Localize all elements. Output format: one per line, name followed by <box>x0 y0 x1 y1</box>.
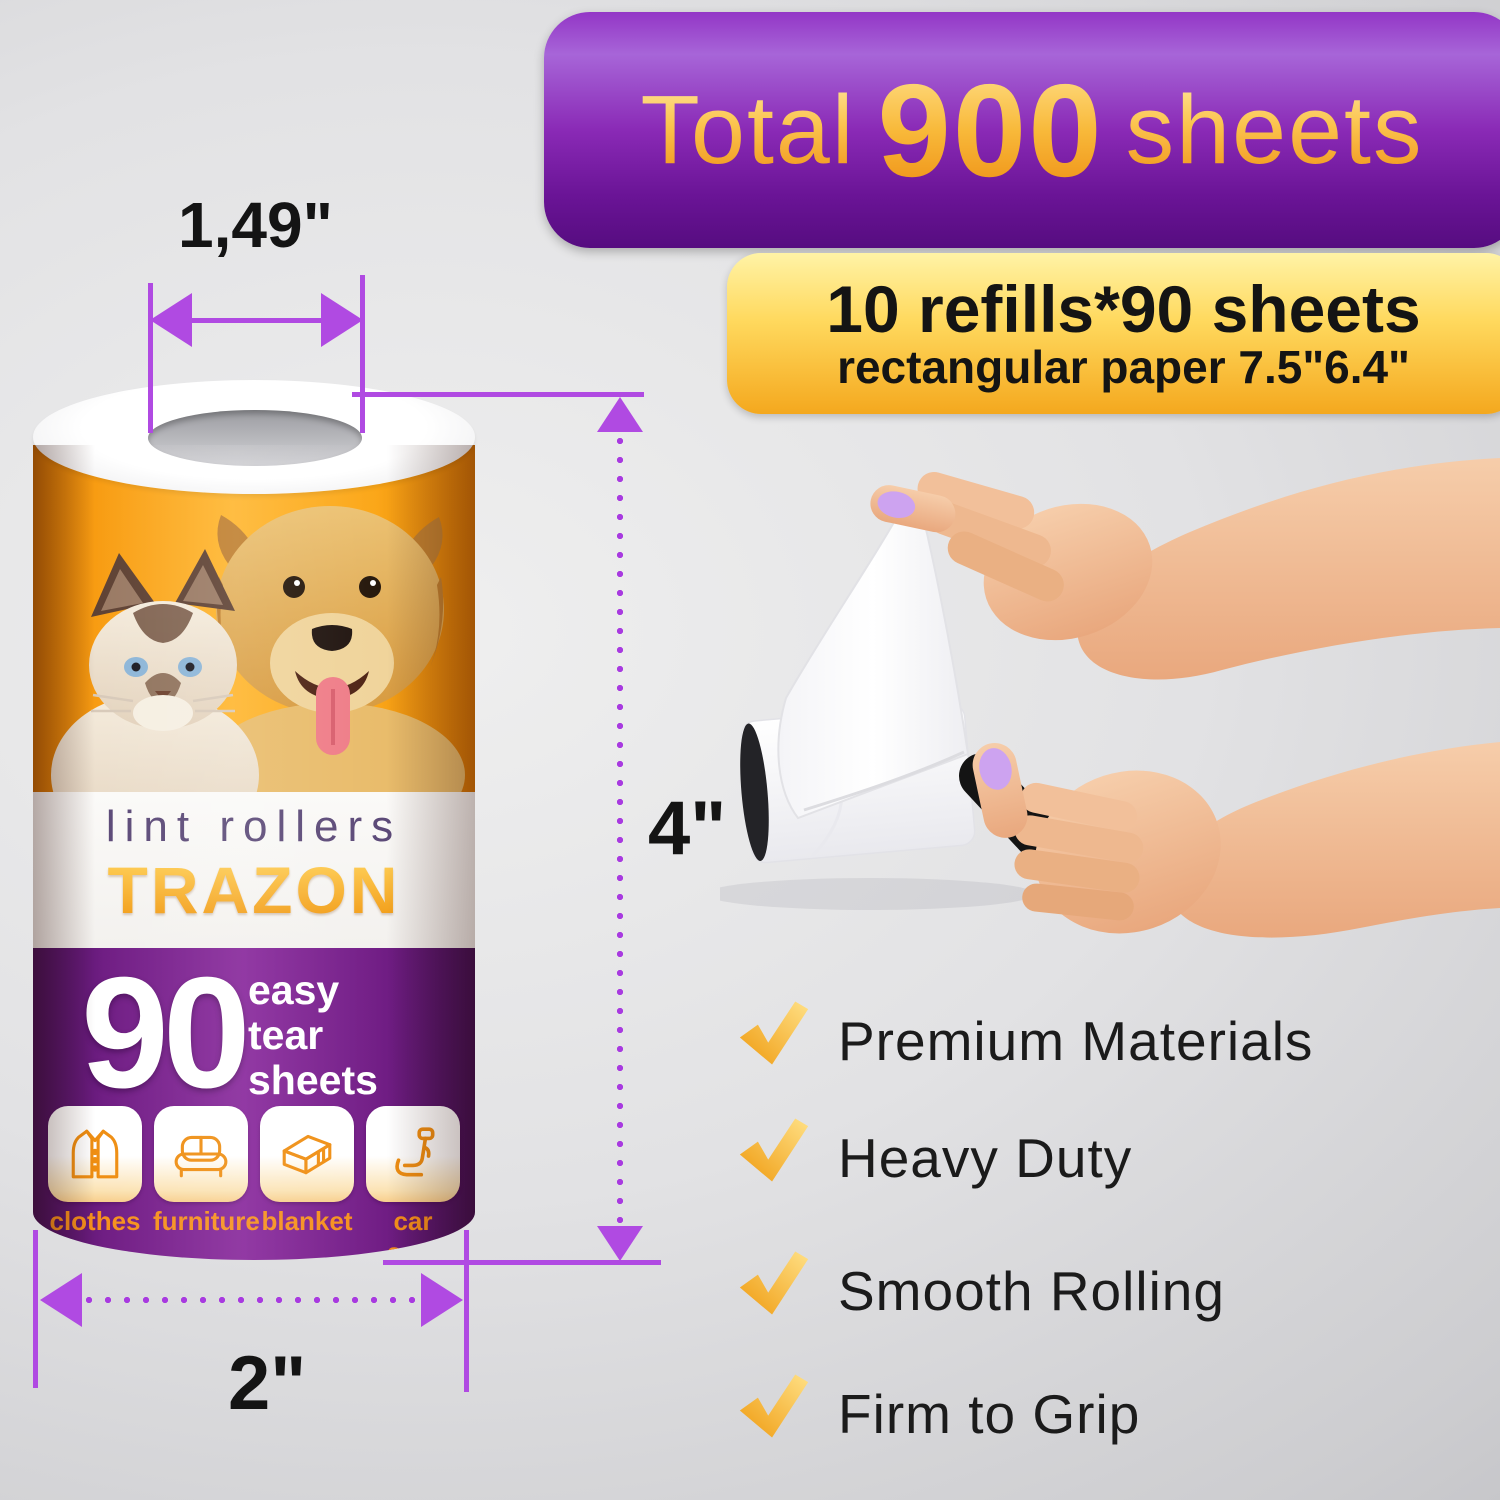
brand-name: TRAZON <box>33 852 475 928</box>
core-ext-line-left <box>148 283 153 433</box>
surface-blanket: blanket <box>259 1106 355 1260</box>
core-ext-line-right <box>360 275 365 433</box>
width-dotted-line <box>80 1296 425 1304</box>
surface-car-seat: car seat <box>365 1106 461 1260</box>
cat-dog-artwork <box>51 506 465 792</box>
surface-label: car seat <box>386 1206 440 1260</box>
height-dotted-line <box>616 432 624 1228</box>
feature-label: Smooth Rolling <box>838 1260 1225 1322</box>
word-easy: easy <box>248 967 340 1013</box>
width-ext-line-left <box>33 1230 38 1388</box>
label-white-band: lint rollers TRAZON <box>33 792 475 948</box>
check-icon <box>739 1118 809 1182</box>
total-number: 900 <box>877 56 1104 204</box>
core-arrowhead-right <box>321 293 363 347</box>
total-sheets-banner: Total 900 sheets <box>544 12 1500 248</box>
roll-body: lint rollers TRAZON 90 easy tear sheets <box>33 445 475 1260</box>
clothes-icon <box>71 1129 119 1179</box>
word-sheets: sheets <box>248 1057 378 1103</box>
surface-label: clothes <box>49 1206 141 1236</box>
sheet-count-words: easy tear sheets <box>248 968 378 1103</box>
core-diameter-label: 1,49" <box>178 189 333 261</box>
blanket-icon <box>282 1134 332 1175</box>
left-arm <box>1077 458 1500 680</box>
product-category: lint rollers <box>105 802 403 851</box>
furniture-icon <box>174 1135 228 1178</box>
feature-label: Premium Materials <box>838 1010 1314 1072</box>
check-icon <box>739 1251 809 1315</box>
refills-banner: 10 refills*90 sheets rectangular paper 7… <box>727 253 1500 414</box>
label-purple-band: 90 easy tear sheets <box>33 948 475 1260</box>
total-suffix: sheets <box>1125 75 1424 184</box>
height-arrowhead-top <box>597 397 643 432</box>
width-ext-line-right <box>464 1230 469 1392</box>
word-tear: tear <box>248 1012 324 1058</box>
feature-row: Heavy Duty <box>736 1117 1132 1199</box>
car-seat-icon <box>395 1127 435 1177</box>
feature-row: Premium Materials <box>736 1000 1313 1082</box>
right-arm <box>1167 742 1500 938</box>
roll-top-ellipse <box>33 380 475 494</box>
feature-row: Firm to Grip <box>736 1373 1140 1455</box>
surface-label: furniture <box>153 1206 260 1236</box>
check-icon <box>739 1374 809 1438</box>
lilac-nail-left <box>877 491 916 518</box>
refills-line1: 10 refills*90 sheets <box>826 271 1421 346</box>
lilac-nail-right <box>979 748 1012 790</box>
height-top-tick <box>352 392 644 397</box>
feature-label: Firm to Grip <box>838 1383 1141 1445</box>
sheet-count: 90 <box>81 945 251 1121</box>
core-arrowhead-left <box>150 293 192 347</box>
check-icon <box>739 1001 809 1065</box>
feature-row: Smooth Rolling <box>736 1250 1225 1332</box>
peeled-sheet <box>777 492 970 820</box>
roll-width-label: 2" <box>228 1341 307 1426</box>
width-arrowhead-left <box>40 1273 82 1327</box>
surface-label: blanket <box>261 1206 353 1236</box>
height-arrowhead-bottom <box>597 1226 643 1261</box>
width-arrowhead-right <box>421 1273 463 1327</box>
feature-label: Heavy Duty <box>838 1127 1133 1189</box>
feature-list: Premium Materials Heavy Duty Smooth Roll… <box>736 985 1500 1495</box>
total-prefix: Total <box>640 75 856 184</box>
core-arrow-line <box>160 318 353 323</box>
height-bottom-tick <box>383 1260 661 1265</box>
roll-height-label: 4" <box>648 786 727 871</box>
surface-furniture: furniture <box>153 1106 260 1260</box>
refills-line2: rectangular paper 7.5"6.4" <box>837 341 1410 393</box>
surface-icons-row: clothes furniture <box>47 1106 461 1260</box>
label-orange-band <box>33 445 475 792</box>
hands-peeling-roller-photo <box>720 458 1500 938</box>
roll-core-hole <box>148 410 362 466</box>
surface-clothes: clothes <box>47 1106 143 1260</box>
